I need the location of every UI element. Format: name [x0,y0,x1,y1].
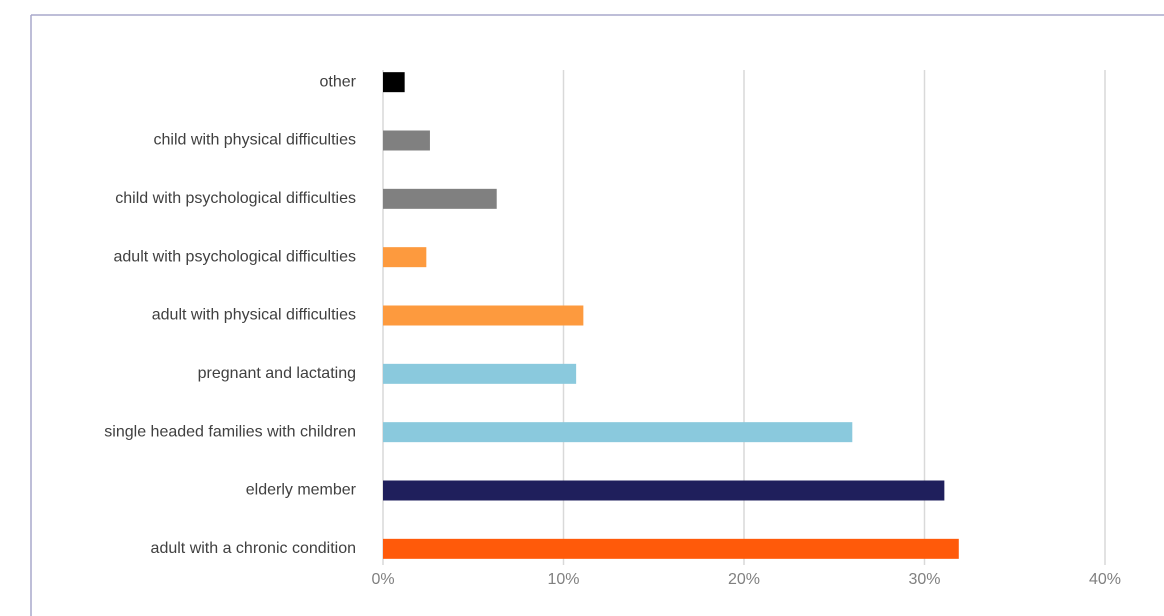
x-tick-label: 10% [547,571,579,588]
bar [383,130,430,151]
y-tick-label: other [320,73,357,90]
y-tick-label: pregnant and lactating [198,365,356,382]
y-tick-label: adult with physical difficulties [152,307,356,324]
bar [383,480,945,501]
bar [383,247,427,268]
y-tick-label: child with physical difficulties [154,132,356,149]
y-tick-label: child with psychological difficulties [115,190,356,207]
y-tick-label: adult with a chronic condition [151,540,356,557]
x-tick-label: 20% [728,571,760,588]
bar [383,72,405,93]
x-tick-label: 0% [371,571,394,588]
bar [383,422,853,443]
y-tick-label: single headed families with children [104,423,356,440]
x-tick-label: 40% [1089,571,1121,588]
x-tick-label: 30% [908,571,940,588]
bar [383,188,497,209]
y-tick-label: elderly member [246,482,357,499]
bar [383,305,584,326]
bar [383,538,959,559]
y-tick-label: adult with psychological difficulties [114,248,357,265]
bar [383,363,577,384]
